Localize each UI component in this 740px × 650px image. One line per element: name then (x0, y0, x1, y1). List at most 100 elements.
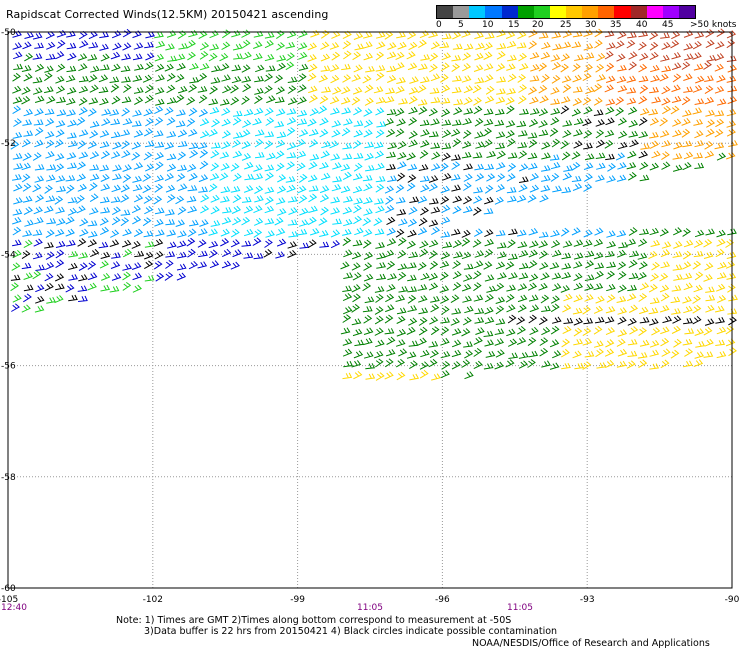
wind-barb (78, 151, 89, 159)
wind-barb (111, 206, 121, 216)
wind-barb (638, 41, 647, 51)
wind-barb (89, 151, 100, 160)
wind-barb (539, 95, 549, 104)
wind-barb (638, 150, 649, 159)
wind-barb (628, 130, 639, 138)
wind-barb (131, 262, 142, 270)
wind-barb (407, 174, 417, 183)
wind-barb (639, 282, 650, 291)
wind-barb (725, 325, 735, 335)
wind-barb (583, 317, 594, 325)
wind-barb (593, 109, 604, 116)
wind-barb (307, 239, 317, 249)
wind-barb (318, 74, 329, 83)
wind-barb (397, 271, 407, 281)
wind-barb (407, 229, 417, 238)
wind-barb (386, 216, 396, 226)
wind-barb (560, 285, 571, 293)
wind-barb (56, 109, 67, 117)
wind-barb (538, 84, 548, 94)
wind-barb (672, 251, 683, 258)
wind-barb (561, 338, 571, 348)
wind-barb (387, 42, 397, 50)
wind-barb (241, 75, 252, 83)
wind-barb (111, 216, 121, 226)
wind-barb (716, 238, 726, 247)
wind-barb (44, 261, 55, 271)
wind-barb (35, 194, 45, 203)
wind-barb (10, 274, 21, 281)
wind-barb (484, 274, 495, 282)
wind-barb (627, 293, 637, 302)
wind-barb (683, 282, 693, 291)
wind-barb (541, 305, 551, 312)
wind-barb (363, 208, 373, 216)
wind-barb (120, 194, 130, 203)
wind-barb (530, 108, 540, 115)
wind-barb (32, 229, 43, 236)
wind-barb (264, 186, 275, 194)
wind-barb (439, 271, 449, 281)
wind-barb (673, 338, 682, 348)
legend-label: 20 (532, 20, 544, 30)
wind-barb (244, 173, 255, 181)
wind-barb (506, 328, 516, 337)
wind-barb (562, 325, 572, 335)
wind-barb (87, 260, 97, 270)
wind-barb (45, 118, 55, 127)
legend-swatch (614, 6, 631, 18)
wind-barb (550, 173, 560, 182)
wind-barb (452, 205, 462, 214)
wind-barb (549, 339, 560, 348)
wind-barb (692, 107, 703, 115)
wind-barb (66, 65, 77, 73)
wind-barb (363, 351, 374, 359)
wind-barb (671, 95, 682, 103)
wind-barb (428, 358, 438, 368)
wind-barb (725, 338, 736, 347)
wind-barb (155, 40, 166, 49)
wind-barb (330, 64, 340, 72)
wind-barb (395, 128, 405, 137)
wind-barb (175, 120, 186, 128)
wind-barb (452, 260, 462, 269)
wind-barb (703, 61, 712, 70)
wind-barb (726, 251, 737, 259)
wind-barb (376, 262, 386, 269)
wind-barb (463, 341, 473, 348)
wind-barb (155, 98, 165, 106)
wind-barb (330, 229, 341, 238)
wind-barb (166, 241, 177, 249)
wind-barb (693, 250, 704, 258)
wind-barb (649, 318, 659, 326)
axis-labels: -50-52-54-56-58-60-105-102-99-96-93-9012… (0, 28, 740, 613)
wind-barb (199, 62, 210, 71)
wind-barb (210, 220, 221, 227)
wind-barb (651, 150, 661, 159)
wind-barb (661, 151, 670, 161)
wind-barb (440, 326, 450, 336)
wind-barb (473, 228, 483, 237)
wind-barb (110, 51, 121, 60)
wind-barb (65, 216, 75, 225)
wind-barb (99, 226, 110, 236)
wind-barb (638, 95, 648, 105)
wind-barb (714, 63, 724, 72)
wind-barb (154, 207, 165, 215)
wind-barb (122, 282, 132, 291)
wind-barb (516, 42, 527, 49)
wind-barb (166, 131, 177, 138)
wind-barb (142, 217, 152, 227)
wind-barb (332, 162, 342, 170)
wind-barb (571, 162, 581, 171)
wind-barb (430, 73, 441, 82)
wind-barb (463, 43, 474, 51)
wind-barb (200, 194, 210, 203)
wind-barb (519, 108, 529, 115)
wind-barb (374, 306, 384, 315)
wind-barb (45, 195, 56, 203)
wind-barb (308, 63, 318, 72)
wind-barb (551, 61, 562, 71)
wind-barb (540, 185, 551, 192)
wind-barb (648, 307, 659, 315)
